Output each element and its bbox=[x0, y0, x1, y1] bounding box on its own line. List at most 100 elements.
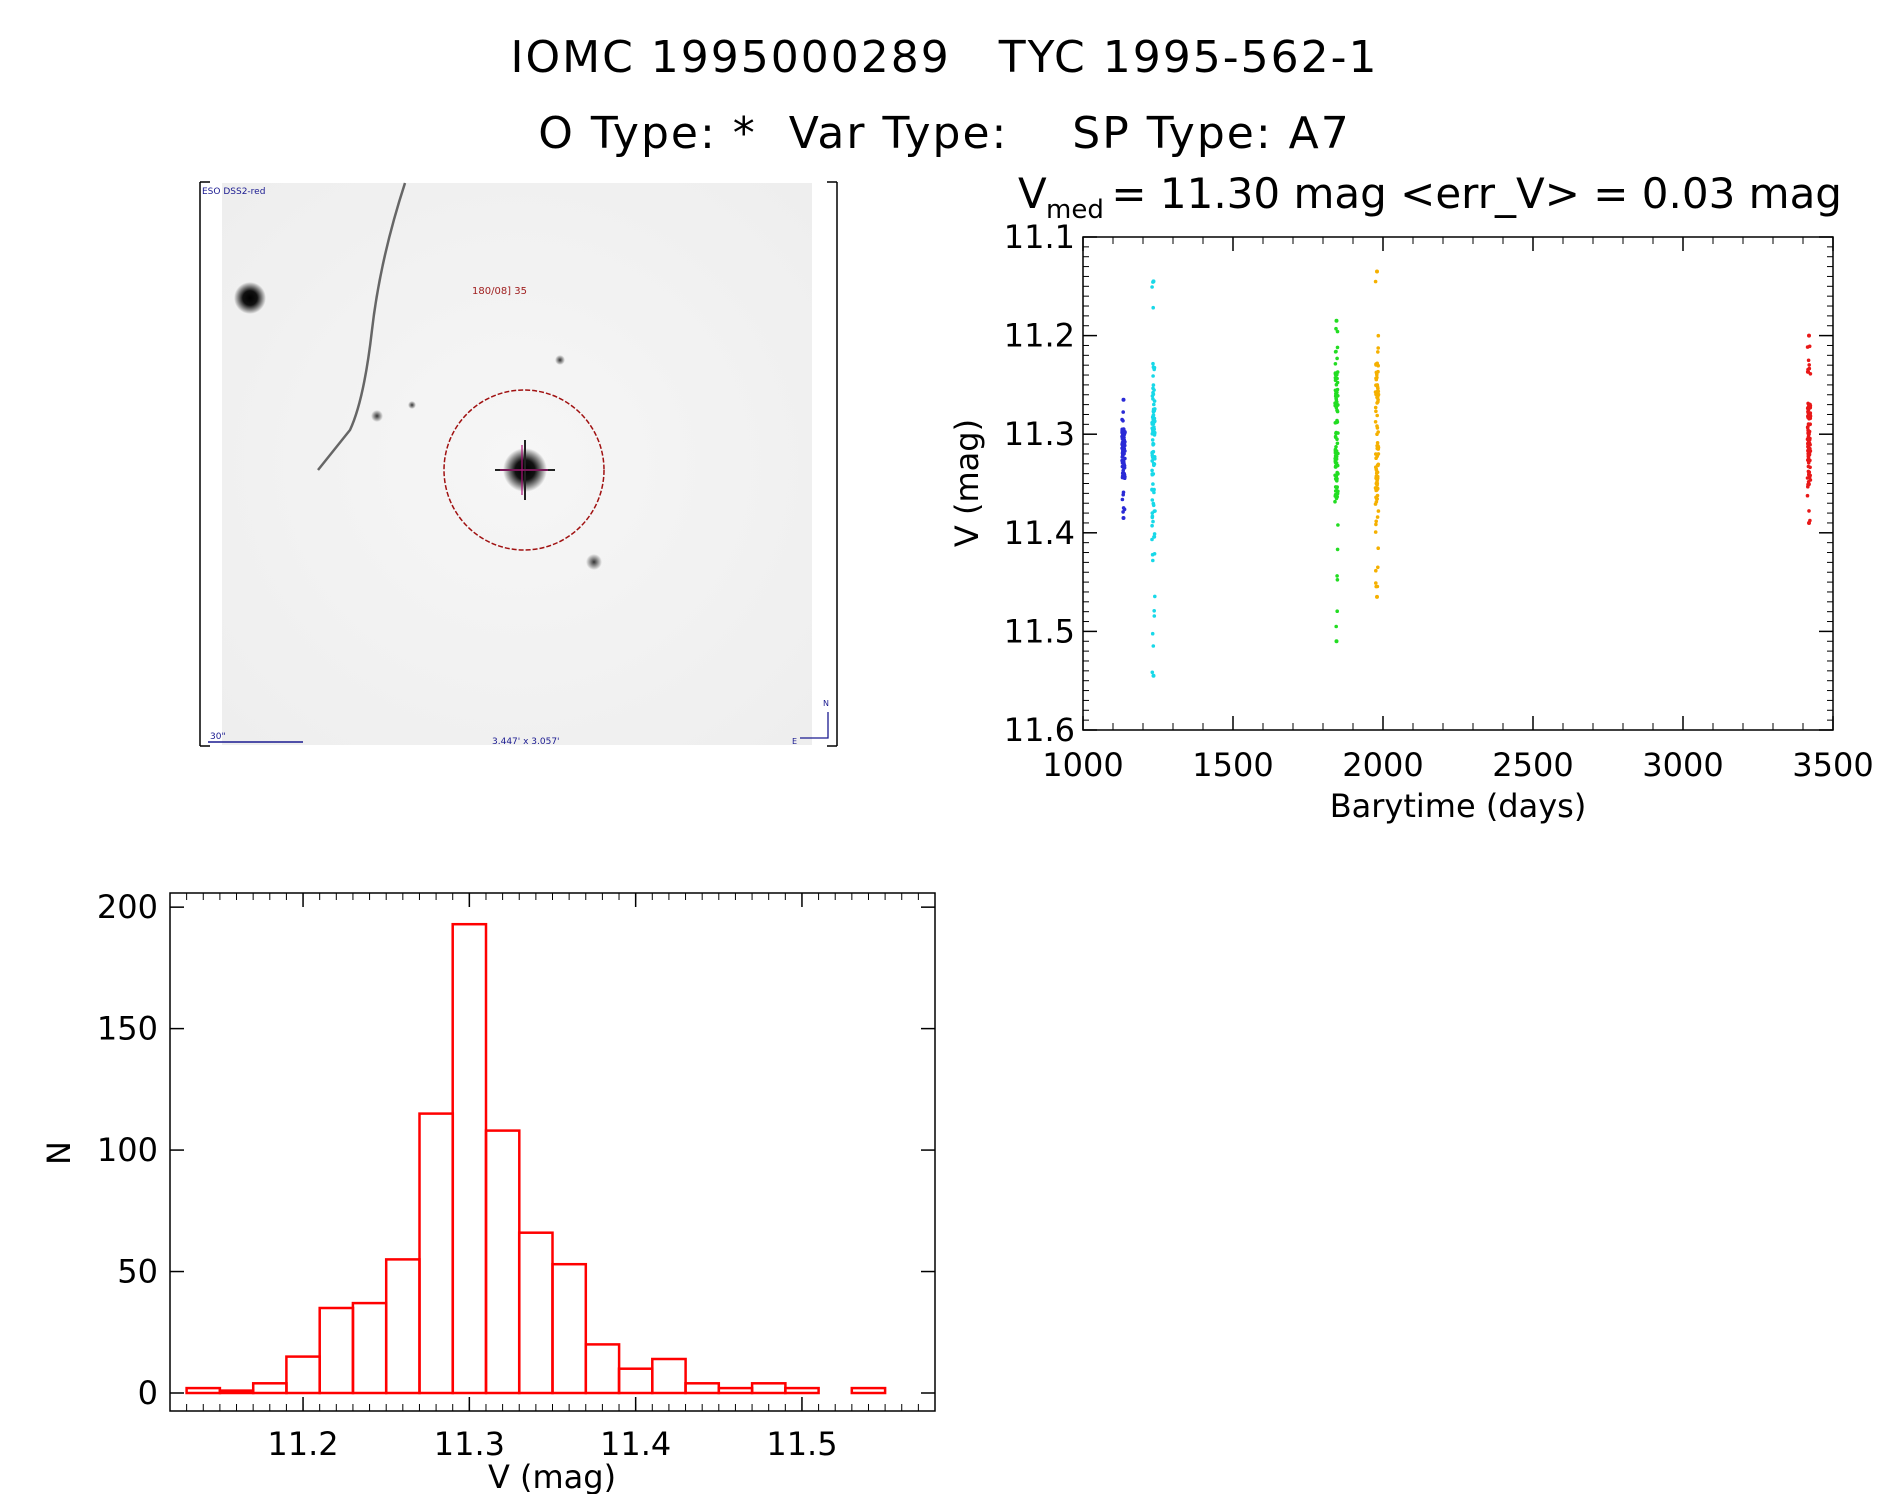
light-curve-point bbox=[1151, 519, 1155, 524]
field-star-bright bbox=[234, 282, 266, 314]
light-curve-point bbox=[1150, 670, 1155, 675]
light-curve-point bbox=[1334, 452, 1339, 457]
light-curve-point bbox=[1806, 461, 1811, 465]
light-curve-point bbox=[1152, 462, 1157, 466]
image-size-label: 3.447' x 3.057' bbox=[492, 737, 560, 747]
light-curve-point bbox=[1152, 431, 1157, 436]
light-curve-point bbox=[1334, 389, 1338, 394]
histogram-ytick-label: 50 bbox=[117, 1253, 158, 1291]
light-curve-point bbox=[1121, 468, 1125, 473]
sky-image-panel: ESO DSS2-red 180/08] 35 30" 3.447' x 3.0… bbox=[199, 181, 838, 747]
survey-label: ESO DSS2-red bbox=[202, 187, 265, 197]
light-curve-point bbox=[1334, 382, 1339, 387]
light-curve-point bbox=[1334, 639, 1339, 644]
light-curve-point bbox=[1152, 552, 1157, 556]
light-curve-point bbox=[1807, 482, 1811, 487]
light-curve-point bbox=[1807, 453, 1812, 457]
light-curve-point bbox=[1151, 482, 1155, 486]
light-curve-point bbox=[1150, 438, 1155, 442]
light-curve-axes: 1000 1500 2000 2500 3000 3500 11.1 11.2 11.3 11.4… bbox=[1004, 218, 1874, 784]
light-curve-point bbox=[1374, 519, 1378, 524]
histogram-ytick-label: 200 bbox=[97, 888, 158, 926]
light-curve-xtick-label: 1000 bbox=[1042, 746, 1123, 784]
light-curve-point bbox=[1151, 383, 1156, 387]
light-curve-plot: V med = 11.30 mag <err_V> = 0.03 mag 100… bbox=[948, 169, 1874, 825]
light-curve-point bbox=[1335, 370, 1340, 374]
light-curve-point bbox=[1334, 349, 1338, 354]
histogram-bar bbox=[484, 1129, 521, 1395]
light-curve-point bbox=[1151, 374, 1155, 378]
histogram-xtick-label: 11.4 bbox=[600, 1425, 671, 1463]
light-curve-point bbox=[1333, 401, 1337, 405]
light-curve-point bbox=[1150, 537, 1154, 542]
light-curve-point bbox=[1121, 397, 1126, 402]
light-curve-point bbox=[1375, 515, 1380, 519]
light-curve-point bbox=[1807, 404, 1811, 408]
light-curve-point bbox=[1806, 443, 1811, 448]
compass-arrows bbox=[800, 712, 829, 739]
light-curve-point bbox=[1151, 472, 1156, 476]
light-curve-point bbox=[1373, 279, 1378, 284]
light-curve-point bbox=[1151, 409, 1156, 414]
light-curve-point bbox=[1806, 428, 1810, 433]
light-curve-point bbox=[1150, 515, 1155, 520]
light-curve-point bbox=[1375, 594, 1379, 599]
light-curve-point bbox=[1336, 472, 1340, 476]
histogram-bars bbox=[185, 922, 887, 1395]
light-curve-point bbox=[1376, 346, 1380, 350]
light-curve-point bbox=[1121, 454, 1125, 458]
light-curve-point bbox=[1150, 455, 1155, 460]
light-curve-point bbox=[1335, 463, 1340, 468]
light-curve-point bbox=[1806, 409, 1810, 414]
light-curve-point bbox=[1150, 631, 1155, 636]
light-curve-point bbox=[1334, 624, 1338, 629]
light-curve-ytick-label: 11.6 bbox=[1004, 711, 1075, 749]
light-curve-point bbox=[1333, 447, 1338, 452]
light-curve-point bbox=[1808, 449, 1813, 453]
light-curve-point bbox=[1121, 410, 1125, 414]
light-curve-point bbox=[1807, 470, 1812, 475]
light-curve-point bbox=[1807, 413, 1812, 418]
histogram-bar bbox=[351, 1301, 388, 1395]
light-curve-point bbox=[1374, 377, 1379, 382]
light-curve-xtick-label: 2000 bbox=[1342, 746, 1423, 784]
light-curve-point bbox=[1806, 358, 1811, 363]
light-curve-point bbox=[1121, 516, 1126, 521]
field-star-faint bbox=[555, 355, 565, 365]
light-curve-title-prefix: V bbox=[1018, 169, 1047, 218]
light-curve-point bbox=[1333, 473, 1337, 478]
light-curve-point bbox=[1808, 465, 1812, 470]
light-curve-point bbox=[1334, 318, 1339, 323]
light-curve-point bbox=[1374, 581, 1378, 585]
chart-title-types: O Type: * Var Type: SP Type: A7 bbox=[538, 108, 1351, 159]
light-curve-point bbox=[1376, 509, 1381, 513]
light-curve-point bbox=[1121, 506, 1126, 510]
light-curve-point bbox=[1150, 487, 1154, 492]
light-curve-point bbox=[1334, 326, 1338, 331]
light-curve-point bbox=[1152, 490, 1156, 495]
light-curve-point bbox=[1334, 420, 1339, 425]
histogram-bar bbox=[784, 1386, 820, 1395]
chart-title-identifiers: IOMC 1995000289 TYC 1995-562-1 bbox=[510, 32, 1379, 83]
light-curve-point bbox=[1150, 498, 1155, 502]
light-curve-point bbox=[1807, 333, 1811, 338]
light-curve-point bbox=[1807, 509, 1811, 513]
light-curve-point bbox=[1152, 367, 1156, 372]
field-star-faint bbox=[371, 410, 383, 422]
compass-north-label: N bbox=[823, 699, 829, 708]
light-curve-point bbox=[1807, 344, 1812, 349]
light-curve-point bbox=[1153, 419, 1157, 424]
light-curve-point bbox=[1123, 430, 1127, 434]
light-curve-ytick-label: 11.1 bbox=[1004, 218, 1075, 256]
light-curve-point bbox=[1376, 546, 1380, 550]
aperture-circle bbox=[443, 389, 605, 551]
light-curve-point bbox=[1152, 416, 1157, 421]
light-curve-point bbox=[1374, 522, 1378, 527]
light-curve-point bbox=[1373, 405, 1378, 410]
light-curve-point bbox=[1151, 361, 1155, 366]
histogram-bar bbox=[517, 1231, 554, 1395]
light-curve-xtick-label: 3500 bbox=[1792, 746, 1873, 784]
light-curve-frame bbox=[1082, 236, 1834, 731]
histogram-bar bbox=[218, 1389, 255, 1395]
light-curve-point bbox=[1151, 441, 1155, 446]
